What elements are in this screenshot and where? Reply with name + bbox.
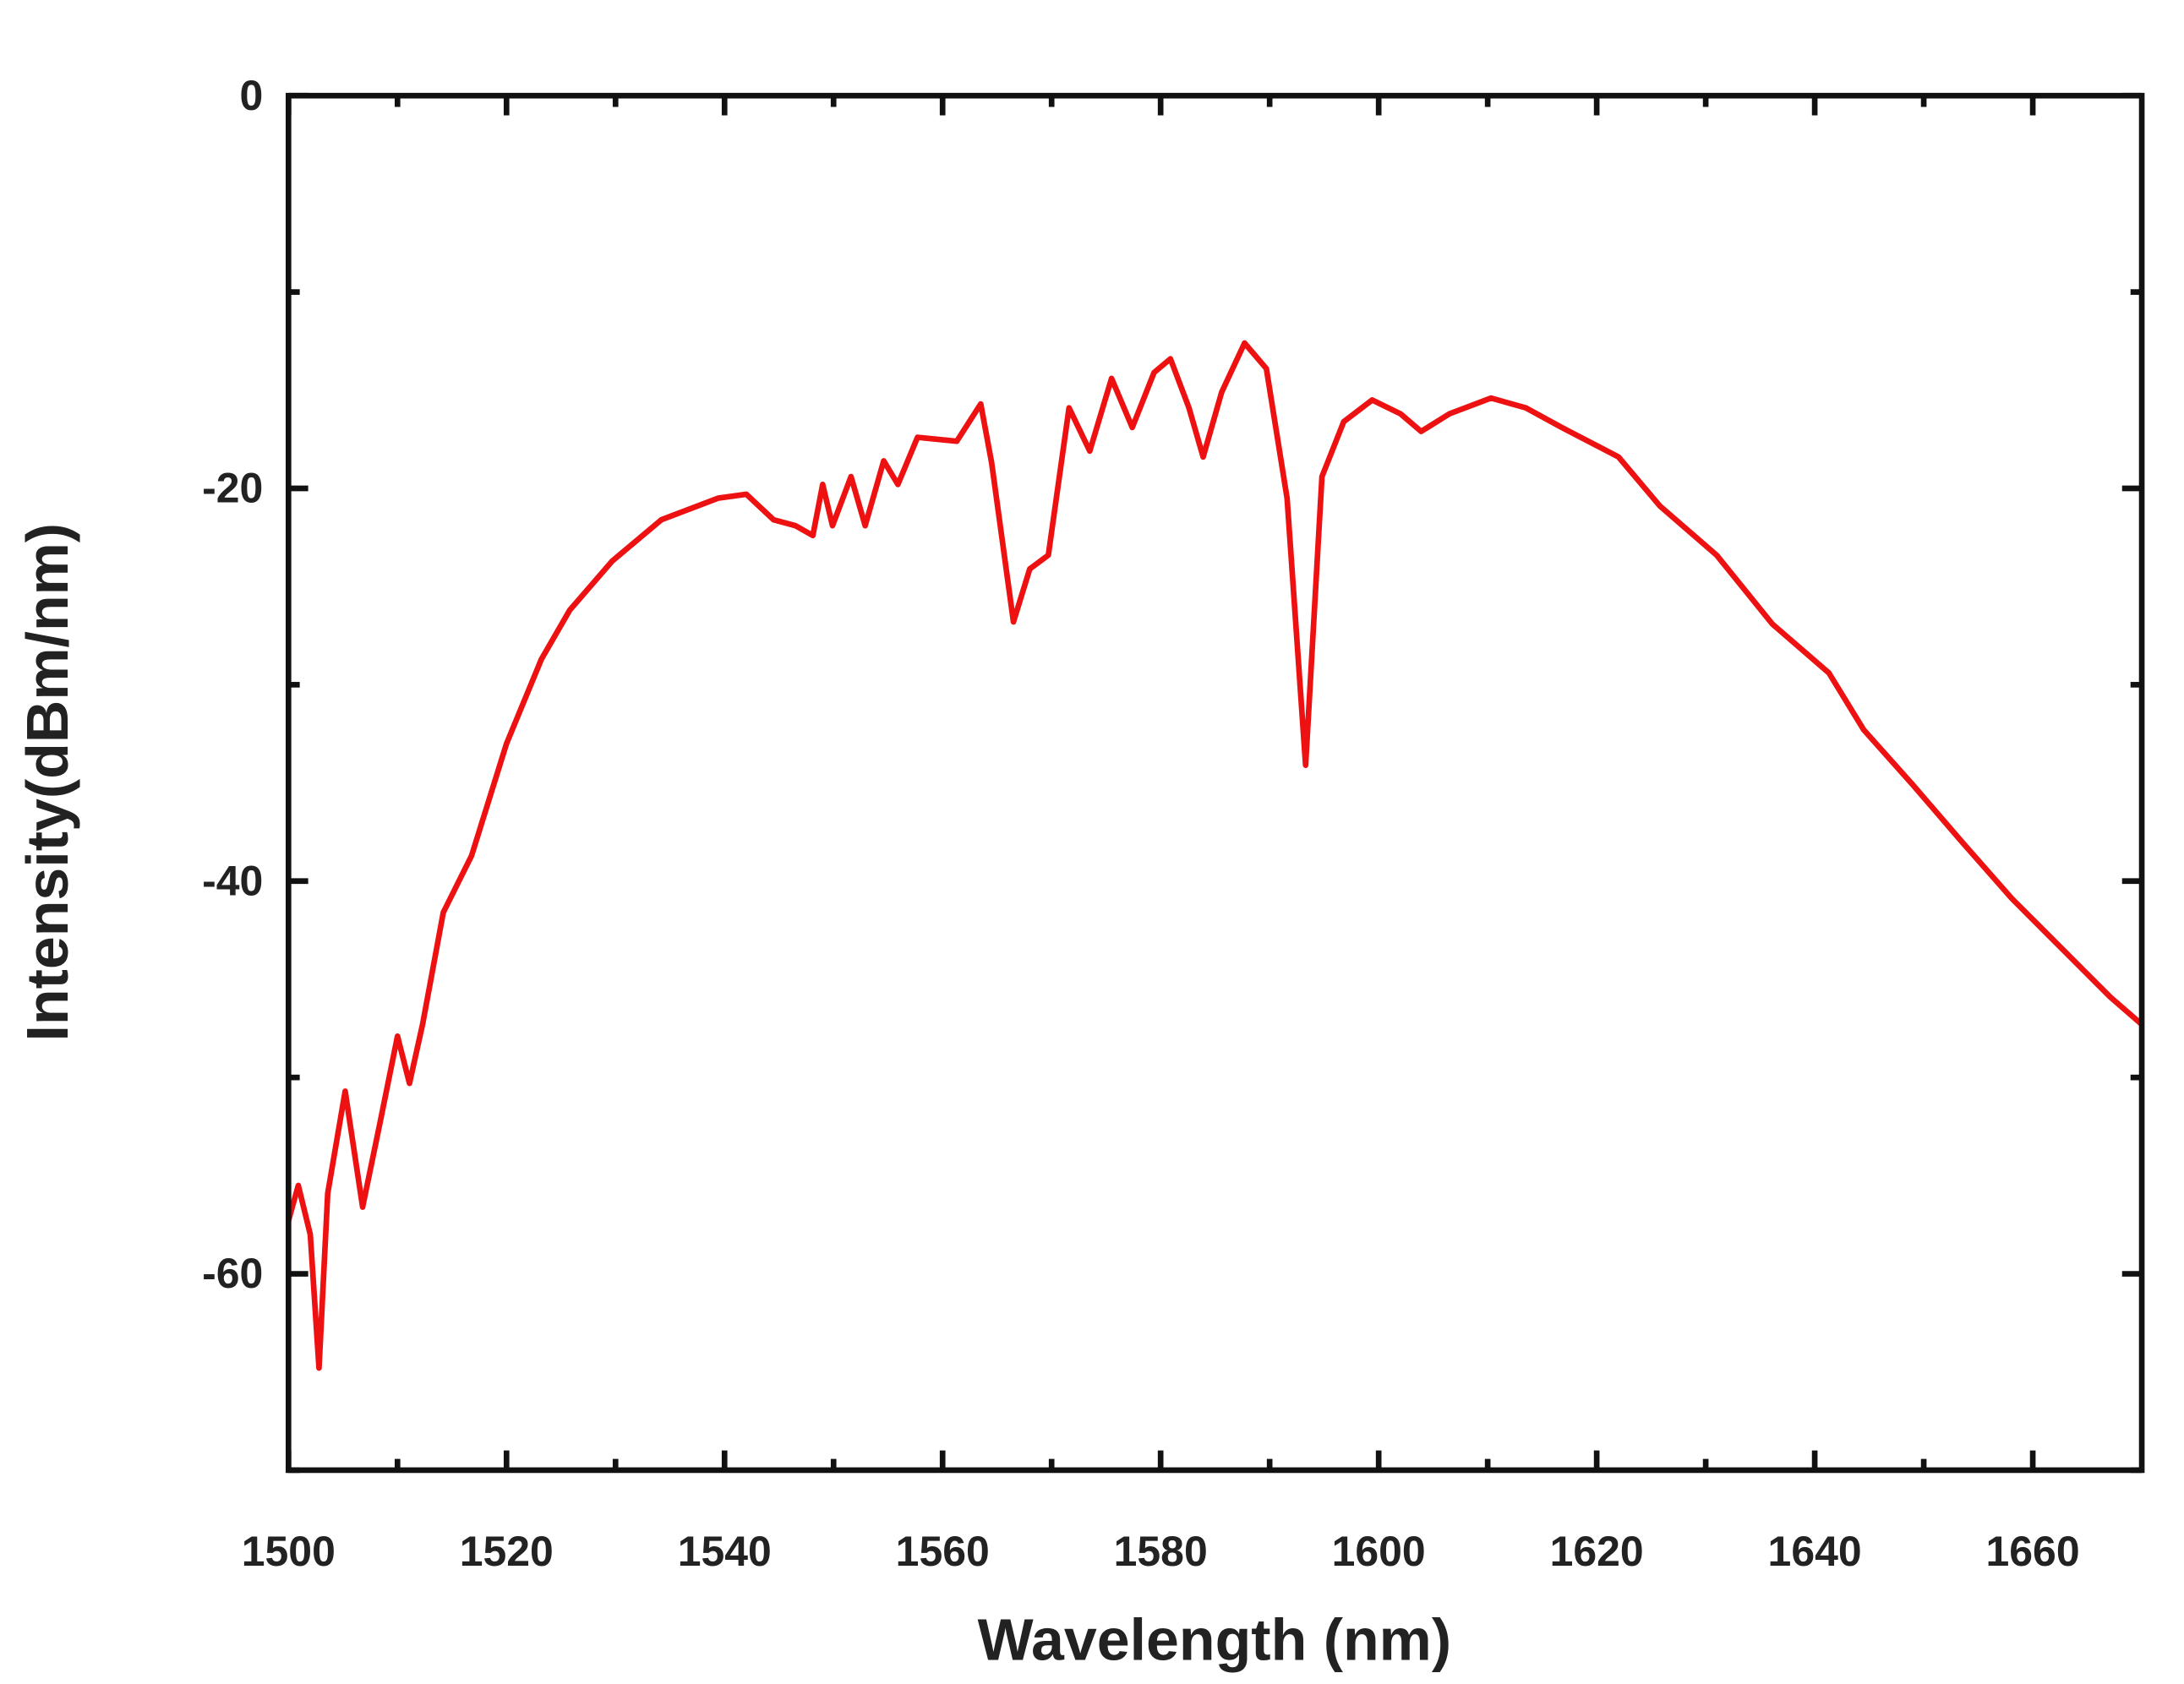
y-tick-label: -60 (202, 1250, 263, 1297)
x-axis-label: Wavelength (nm) (978, 1607, 1452, 1673)
x-tick-label: 1640 (1768, 1528, 1862, 1575)
plot-frame (285, 92, 2145, 1474)
y-tick-label: -20 (202, 465, 263, 512)
x-tick-label: 1560 (896, 1528, 990, 1575)
x-tick-label: 1580 (1114, 1528, 1208, 1575)
y-tick-label: 0 (240, 72, 264, 119)
x-tick-label: 1540 (678, 1528, 772, 1575)
x-tick-label: 1600 (1332, 1528, 1426, 1575)
y-axis-label: Intensity(dBm/nm) (14, 523, 80, 1042)
spectrum-line (286, 340, 2144, 1371)
x-tick-label: 1660 (1986, 1528, 2080, 1575)
x-tick-label: 1620 (1550, 1528, 1644, 1575)
x-tick-label: 1520 (460, 1528, 554, 1575)
y-tick-label: -40 (202, 857, 263, 904)
x-tick-label: 1500 (242, 1528, 336, 1575)
